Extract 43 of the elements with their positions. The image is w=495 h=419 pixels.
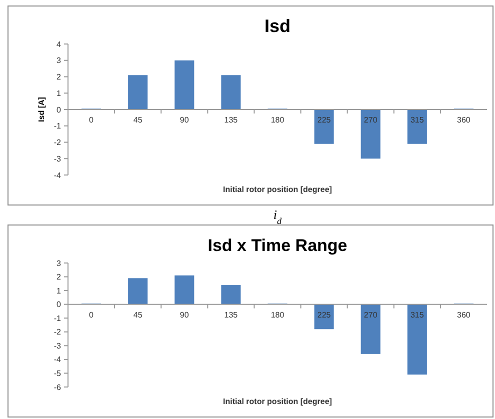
x-tick-label: 0: [89, 310, 94, 320]
chart-title: Isd x Time Range: [208, 236, 348, 255]
x-tick-label: 90: [180, 310, 190, 320]
x-tick-label: 90: [180, 116, 190, 124]
text: i$_{d}$: [273, 207, 282, 226]
y-tick-label: 0: [56, 300, 62, 310]
x-tick-label: 270: [364, 116, 378, 124]
y-tick-label: 2: [56, 272, 62, 282]
y-tick-label: 1: [56, 286, 62, 296]
y-tick-label: -3: [54, 341, 62, 350]
y-tick-label: -6: [54, 382, 62, 392]
x-tick-label: 225: [317, 310, 332, 320]
y-tick-label: 0: [56, 105, 62, 114]
x-tick-label: 225: [317, 116, 332, 124]
x-axis-title: Initial rotor position [degree]: [223, 185, 332, 194]
y-tick-label: 3: [56, 56, 62, 66]
y-tick-label: -1: [54, 122, 62, 131]
y-tick-label: -3: [54, 154, 62, 164]
y-tick-label: -4: [54, 355, 62, 364]
y-tick-label: 2: [56, 72, 62, 82]
y-tick-label: -2: [54, 138, 62, 148]
x-tick-label: 135: [224, 310, 238, 320]
x-tick-label: 0: [89, 116, 94, 124]
y-tick-label: 3: [56, 258, 62, 268]
x-tick-label: 315: [410, 116, 424, 124]
x-tick-label: 360: [457, 116, 471, 124]
x-tick-label: 45: [133, 310, 143, 320]
y-tick-label: 4: [56, 40, 62, 49]
x-tick-label: 180: [270, 310, 285, 320]
x-tick-label: 180: [270, 116, 285, 124]
x-tick-label: 270: [364, 310, 378, 320]
y-axis-title: Isd [A]: [37, 96, 46, 122]
x-axis-title: Initial rotor position [degree]: [223, 397, 332, 406]
y-tick-label: -5: [54, 369, 62, 378]
y-tick-label: -2: [54, 328, 62, 337]
y-tick-label: 1: [56, 88, 62, 98]
y-tick-label: -4: [54, 170, 62, 180]
x-tick-label: 315: [410, 310, 424, 320]
chart-title: Isd: [264, 16, 291, 36]
x-tick-label: 360: [457, 310, 471, 320]
x-tick-label: 45: [133, 116, 143, 124]
y-tick-label: -1: [54, 314, 62, 323]
x-tick-label: 135: [224, 116, 238, 124]
